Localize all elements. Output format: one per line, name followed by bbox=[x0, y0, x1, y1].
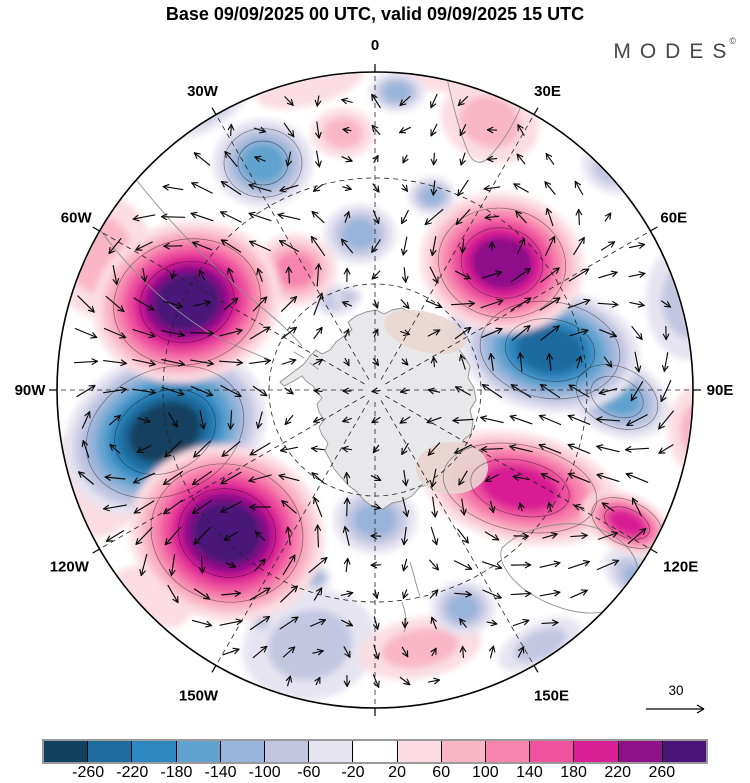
colorbar-tick: 220 bbox=[604, 764, 632, 781]
colorbar-cell bbox=[617, 741, 662, 762]
page-title: Base 09/09/2025 00 UTC, valid 09/09/2025… bbox=[165, 4, 585, 24]
lon-label-120E: 120E bbox=[663, 559, 698, 576]
colorbar-tick: 260 bbox=[648, 764, 676, 781]
contour-lines bbox=[85, 128, 663, 603]
wind-reference-value: 30 bbox=[668, 683, 683, 698]
colorbar-tick: -180 bbox=[160, 764, 193, 781]
colorbar-cell bbox=[485, 741, 530, 762]
colorbar-tick: -20 bbox=[341, 764, 365, 781]
lon-label-150E: 150E bbox=[534, 688, 569, 705]
polar-anomaly-map: 030E60E90E120E150E180150W120W90W60W30W30 bbox=[15, 37, 734, 716]
colorbar-cell bbox=[87, 741, 132, 762]
colorbar-cell bbox=[352, 741, 397, 762]
coastlines-layer bbox=[85, 73, 639, 633]
lon-label-90W: 90W bbox=[15, 382, 47, 399]
coastline-new-zealand bbox=[401, 561, 421, 633]
lon-label-90E: 90E bbox=[707, 382, 734, 399]
colorbar-tick: 140 bbox=[516, 764, 543, 781]
colorbar-tick: -260 bbox=[72, 764, 105, 781]
colorbar-cell bbox=[264, 741, 309, 762]
coastline-south-america-west bbox=[85, 209, 271, 361]
colorbar-tick: 100 bbox=[471, 764, 499, 781]
colorbar-cell bbox=[131, 741, 176, 762]
lon-label-120W: 120W bbox=[50, 559, 90, 576]
colorbar-cell bbox=[44, 741, 88, 762]
colorbar-tick-labels: -260 -220 -180 -140 -100 -60 -20 20 60 100 140 180 2… bbox=[44, 764, 706, 783]
coastline-tierra-del-fuego bbox=[293, 351, 319, 370]
colorbar-cell bbox=[573, 741, 618, 762]
colorbar-cell bbox=[661, 741, 707, 762]
longitude-labels: 030E60E90E120E150E180150W120W90W60W30W bbox=[15, 37, 734, 705]
colorbar-cell bbox=[396, 741, 441, 762]
field-layer bbox=[58, 73, 692, 707]
colorbar-tick: 60 bbox=[432, 764, 451, 781]
colorbar-tick: -60 bbox=[297, 764, 321, 781]
modes-logo: MODES© bbox=[613, 36, 736, 64]
colorbar-tick: 20 bbox=[388, 764, 406, 781]
lon-label-30E: 30E bbox=[534, 83, 561, 100]
modes-logo-text: MODES bbox=[613, 40, 736, 63]
wind-reference-legend: 30 bbox=[646, 683, 705, 714]
lon-label-0: 0 bbox=[371, 37, 379, 54]
lon-label-150W: 150W bbox=[179, 688, 219, 705]
colorbar-tick: -220 bbox=[116, 764, 149, 781]
colorbar-cell bbox=[219, 741, 265, 762]
coastline-south-america-east bbox=[111, 147, 303, 347]
colorbar-cell bbox=[529, 741, 574, 762]
colorbar-tick: -140 bbox=[204, 764, 237, 781]
edge-ticks bbox=[49, 64, 701, 716]
lon-label-30W: 30W bbox=[187, 83, 219, 100]
wind-vectors bbox=[73, 93, 674, 688]
colorbar bbox=[42, 739, 708, 764]
colorbar-tick: -100 bbox=[248, 764, 281, 781]
colorbar-tick: 180 bbox=[560, 764, 587, 781]
copyright-mark: © bbox=[729, 36, 736, 46]
colorbar-cell bbox=[175, 741, 220, 762]
colorbar-cell bbox=[440, 741, 486, 762]
lon-label-60E: 60E bbox=[660, 210, 687, 227]
colorbar-cell bbox=[308, 741, 353, 762]
lon-label-60W: 60W bbox=[61, 210, 93, 227]
